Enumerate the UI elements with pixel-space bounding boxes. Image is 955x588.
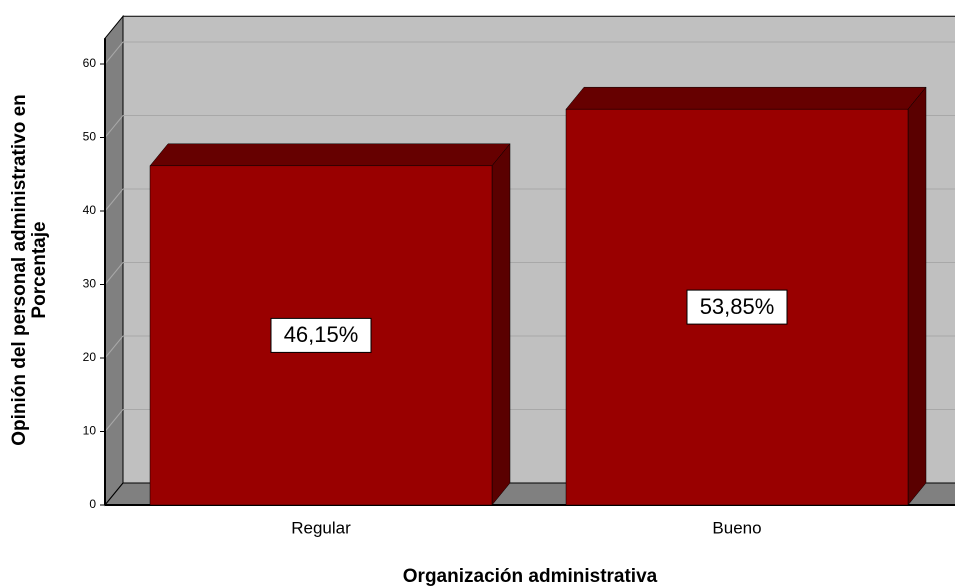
y-axis-title-line: Opinión del personal administrativo en: [9, 94, 30, 446]
x-tick-label: Bueno: [712, 518, 761, 537]
grid-line: [104, 262, 124, 285]
value-label: 46,15%: [284, 322, 359, 347]
y-tick-label: 50: [83, 130, 97, 144]
y-tick-label: 0: [89, 497, 96, 511]
bar-side: [491, 143, 511, 506]
y-tick-label: 60: [83, 56, 97, 70]
y-tick-label: 40: [83, 203, 97, 217]
y-tick-label: 20: [83, 350, 97, 364]
bar-top: [565, 86, 927, 110]
grid-line: [104, 41, 124, 65]
y-axis-title-line: Porcentaje: [29, 221, 50, 318]
left-wall: [104, 14, 124, 507]
bar-side: [907, 86, 927, 506]
y-tick-label: 10: [83, 424, 97, 438]
value-label: 53,85%: [700, 294, 775, 319]
grid-line: [104, 188, 124, 212]
value-label-box: [686, 289, 788, 325]
grid-line: [104, 335, 124, 359]
grid-line: [104, 115, 124, 138]
y-axis-title: Opinión del personal administrativo en Po…: [9, 94, 50, 446]
x-tick-label: Regular: [291, 518, 351, 537]
x-axis-title: Organización administrativa: [403, 566, 658, 587]
grid-line: [104, 409, 124, 432]
value-label-box: [270, 317, 372, 353]
bar-top: [149, 143, 511, 167]
y-tick-label: 30: [83, 277, 97, 291]
